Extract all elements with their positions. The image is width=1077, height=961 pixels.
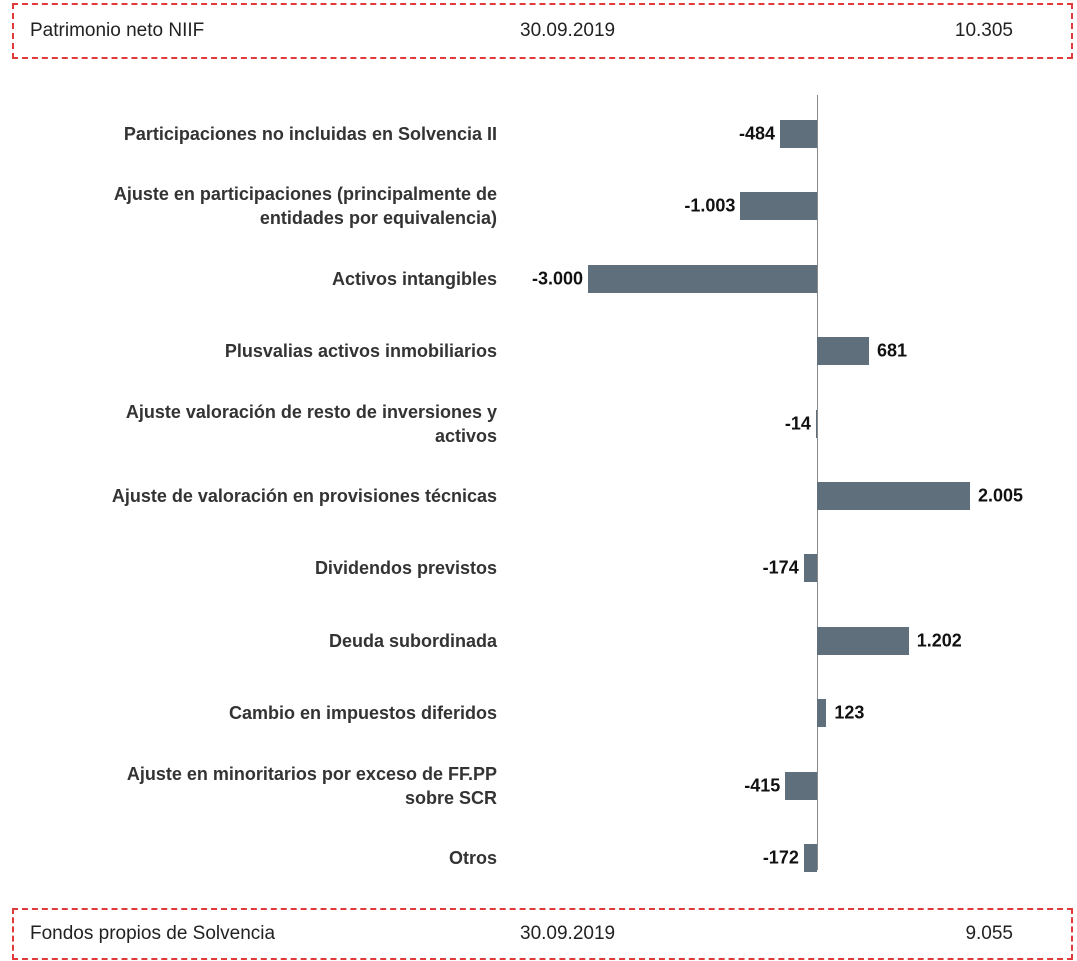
value-label: -14 xyxy=(784,413,811,434)
bar xyxy=(816,626,909,655)
value-label: -1.003 xyxy=(684,195,736,216)
header-date: 30.09.2019 xyxy=(520,20,616,41)
bar xyxy=(815,409,817,438)
bar xyxy=(780,120,817,148)
category-label: Ajuste en participaciones (principalment… xyxy=(113,184,497,229)
header-label: Patrimonio neto NIIF xyxy=(30,20,205,41)
bar xyxy=(816,699,827,728)
bar xyxy=(816,337,869,366)
category-label: Otros xyxy=(448,848,497,868)
category-label: Participaciones no incluidas en Solvenci… xyxy=(123,124,497,144)
bar xyxy=(785,771,817,800)
category-label: Ajuste de valoración en provisiones técn… xyxy=(111,486,497,506)
category-label: Plusvalias activos inmobiliarios xyxy=(224,341,497,362)
value-label: 2.005 xyxy=(978,485,1024,506)
value-label: -3.000 xyxy=(531,268,583,289)
footer-date: 30.09.2019 xyxy=(520,923,616,944)
category-label: Ajuste valoración de resto de inversione… xyxy=(125,401,497,446)
value-label: -172 xyxy=(762,847,799,868)
category-label: Cambio en impuestos diferidos xyxy=(228,703,497,724)
value-label: 123 xyxy=(834,702,865,723)
category-label: Deuda subordinada xyxy=(328,630,497,651)
footer-amount: 9.055 xyxy=(965,923,1013,944)
category-label: Dividendos previstos xyxy=(314,558,497,579)
footer-box: Fondos propios de Solvencia 30.09.2019 9… xyxy=(12,908,1073,960)
category-label: Ajuste en minoritarios por exceso de FF.… xyxy=(126,763,497,808)
value-label: -174 xyxy=(762,557,799,578)
header-box: Patrimonio neto NIIF 30.09.2019 10.305 xyxy=(12,3,1073,59)
bar xyxy=(816,482,970,510)
bar xyxy=(803,844,817,872)
header-amount: 10.305 xyxy=(954,20,1013,41)
value-label: -484 xyxy=(739,123,776,144)
value-label: 1.202 xyxy=(916,630,962,651)
value-label: 681 xyxy=(876,340,907,361)
bar xyxy=(740,192,817,221)
category-label: Activos intangibles xyxy=(331,268,497,289)
footer-label: Fondos propios de Solvencia xyxy=(30,923,276,944)
bar xyxy=(588,264,817,293)
value-label: -415 xyxy=(744,775,781,796)
bar xyxy=(803,554,817,583)
